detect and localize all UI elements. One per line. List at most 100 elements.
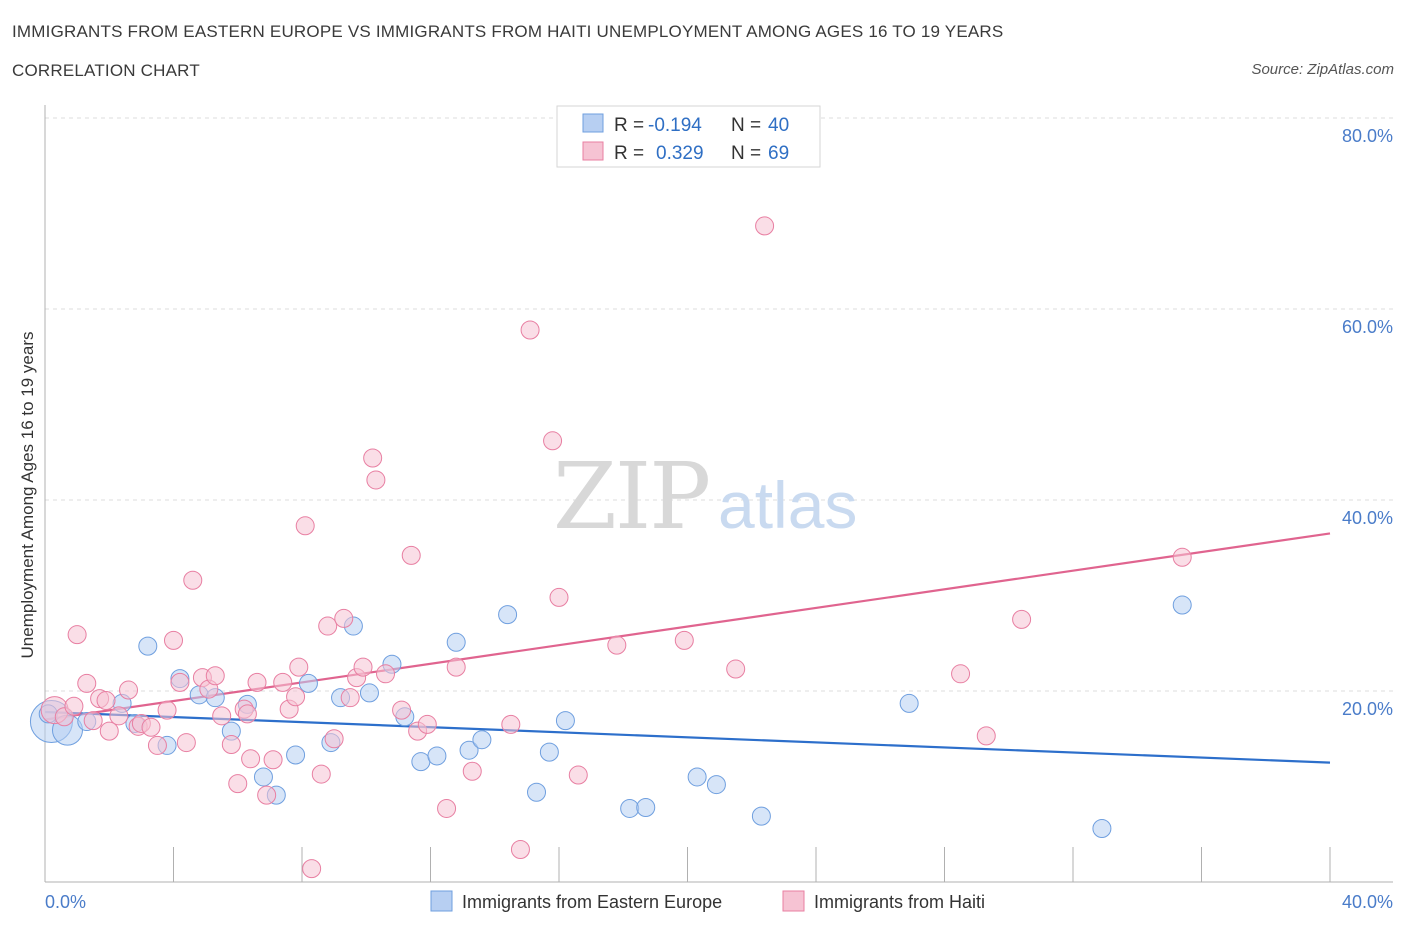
watermark: ZIP atlas bbox=[553, 443, 857, 550]
legend-n-label-eastern-europe: N = bbox=[731, 115, 761, 136]
bottom-legend-swatch-eastern-europe bbox=[430, 890, 453, 912]
y-tick-label-2: 60.0% bbox=[1342, 317, 1393, 337]
bottom-legend-label-eastern-europe: Immigrants from Eastern Europe bbox=[462, 892, 722, 912]
point-haiti-36 bbox=[302, 859, 322, 879]
point-haiti-52 bbox=[446, 657, 466, 677]
point-haiti-28 bbox=[247, 672, 267, 692]
point-haiti-55 bbox=[510, 840, 530, 860]
x-tick-label-max: 40.0% bbox=[1342, 892, 1393, 912]
point-eastern-europe-14 bbox=[286, 745, 306, 765]
point-haiti-46 bbox=[376, 664, 396, 684]
point-haiti-22 bbox=[205, 666, 225, 686]
bottom-legend: Immigrants from Eastern Europe Immigrant… bbox=[430, 890, 985, 912]
point-haiti-56 bbox=[520, 320, 540, 340]
point-haiti-59 bbox=[568, 765, 588, 785]
point-eastern-europe-34 bbox=[706, 775, 726, 795]
data-points bbox=[29, 216, 1192, 879]
watermark-atlas: atlas bbox=[718, 468, 857, 542]
point-eastern-europe-30 bbox=[555, 711, 575, 731]
point-eastern-europe-19 bbox=[359, 683, 379, 703]
point-haiti-31 bbox=[273, 672, 293, 692]
point-haiti-24 bbox=[221, 734, 241, 754]
legend-r-label-haiti: R = bbox=[614, 143, 644, 164]
point-haiti-53 bbox=[462, 761, 482, 781]
point-haiti-5 bbox=[83, 711, 103, 731]
legend-r-value-haiti: 0.329 bbox=[656, 143, 704, 164]
chart-title: IMMIGRANTS FROM EASTERN EUROPE VS IMMIGR… bbox=[12, 22, 1004, 41]
point-haiti-40 bbox=[334, 608, 354, 628]
point-haiti-4 bbox=[77, 673, 97, 693]
point-haiti-54 bbox=[501, 714, 521, 734]
point-haiti-7 bbox=[96, 691, 116, 711]
point-haiti-19 bbox=[183, 570, 203, 590]
point-eastern-europe-28 bbox=[527, 782, 547, 802]
point-haiti-15 bbox=[157, 700, 177, 720]
legend-n-value-eastern-europe: 40 bbox=[768, 115, 789, 136]
point-eastern-europe-29 bbox=[539, 742, 559, 762]
point-haiti-25 bbox=[228, 774, 248, 794]
point-haiti-10 bbox=[119, 680, 139, 700]
point-haiti-33 bbox=[286, 687, 306, 707]
y-tick-labels: 20.0% 40.0% 60.0% 80.0% bbox=[1342, 126, 1393, 719]
point-haiti-68 bbox=[237, 704, 257, 724]
point-haiti-62 bbox=[726, 659, 746, 679]
point-haiti-38 bbox=[318, 616, 338, 636]
bottom-legend-swatch-haiti bbox=[782, 890, 805, 912]
point-eastern-europe-36 bbox=[899, 693, 919, 713]
watermark-zip: ZIP bbox=[553, 443, 709, 550]
y-axis-label: Unemployment Among Ages 16 to 19 years bbox=[18, 332, 37, 659]
point-eastern-europe-12 bbox=[253, 767, 273, 787]
point-haiti-30 bbox=[263, 750, 283, 770]
point-haiti-34 bbox=[289, 657, 309, 677]
chart-source: Source: ZipAtlas.com bbox=[1251, 61, 1394, 78]
chart-subtitle: CORRELATION CHART bbox=[12, 61, 200, 80]
point-haiti-44 bbox=[363, 448, 383, 468]
point-haiti-35 bbox=[295, 516, 315, 536]
point-eastern-europe-26 bbox=[472, 730, 492, 750]
point-eastern-europe-38 bbox=[1172, 595, 1192, 615]
point-haiti-8 bbox=[99, 721, 119, 741]
point-eastern-europe-23 bbox=[427, 746, 447, 766]
point-haiti-17 bbox=[170, 672, 190, 692]
point-eastern-europe-15 bbox=[298, 673, 318, 693]
point-haiti-16 bbox=[164, 630, 183, 650]
point-haiti-29 bbox=[257, 785, 277, 805]
bottom-legend-label-haiti: Immigrants from Haiti bbox=[814, 892, 985, 912]
legend-swatch-eastern-europe bbox=[582, 113, 604, 133]
point-eastern-europe-33 bbox=[687, 767, 707, 787]
axes bbox=[44, 105, 1393, 883]
y-tick-label-1: 40.0% bbox=[1342, 508, 1393, 528]
point-haiti-41 bbox=[340, 688, 360, 708]
point-haiti-37 bbox=[311, 764, 331, 784]
y-tick-label-0: 20.0% bbox=[1342, 699, 1393, 719]
point-haiti-43 bbox=[353, 657, 373, 677]
point-haiti-48 bbox=[401, 545, 421, 565]
point-haiti-14 bbox=[147, 735, 167, 755]
point-eastern-europe-37 bbox=[1092, 819, 1112, 839]
point-haiti-18 bbox=[176, 733, 196, 753]
point-haiti-57 bbox=[543, 431, 563, 451]
point-eastern-europe-35 bbox=[751, 806, 771, 826]
point-haiti-27 bbox=[241, 749, 261, 769]
trendline-haiti bbox=[44, 532, 1331, 721]
point-eastern-europe-5 bbox=[138, 636, 158, 656]
legend-n-value-haiti: 69 bbox=[768, 143, 789, 164]
point-haiti-63 bbox=[755, 216, 775, 236]
point-haiti-61 bbox=[674, 630, 694, 650]
point-haiti-39 bbox=[324, 729, 344, 749]
point-eastern-europe-24 bbox=[446, 632, 466, 652]
point-haiti-50 bbox=[417, 714, 437, 734]
point-haiti-60 bbox=[607, 635, 627, 655]
point-haiti-2 bbox=[64, 696, 84, 716]
point-eastern-europe-32 bbox=[636, 798, 656, 818]
point-haiti-47 bbox=[392, 700, 412, 720]
point-haiti-58 bbox=[549, 587, 569, 607]
x-tick-labels: 0.0% 40.0% bbox=[45, 892, 1393, 912]
point-haiti-45 bbox=[366, 470, 386, 490]
legend-r-label-eastern-europe: R = bbox=[614, 115, 644, 136]
point-eastern-europe-25 bbox=[459, 740, 479, 760]
legend-r-value-eastern-europe: -0.194 bbox=[648, 115, 702, 136]
point-haiti-9 bbox=[109, 706, 129, 726]
point-haiti-65 bbox=[976, 726, 996, 746]
point-haiti-23 bbox=[212, 706, 232, 726]
